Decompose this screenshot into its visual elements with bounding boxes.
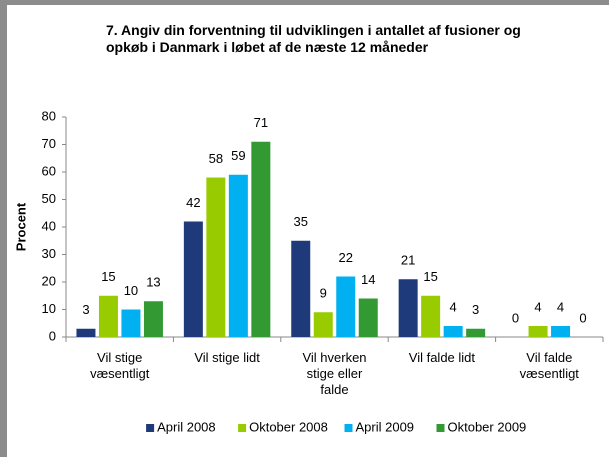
bar [291,240,311,337]
y-tick-label: 0 [49,328,56,343]
data-label: 15 [423,269,437,284]
data-label: 58 [209,151,223,166]
y-tick-label: 70 [42,136,56,151]
data-label: 59 [231,148,245,163]
data-label: 13 [146,275,160,290]
data-label: 21 [401,253,415,268]
y-tick-label: 40 [42,218,56,233]
legend-label: April 2008 [157,419,216,434]
data-label: 3 [472,302,479,317]
y-axis-label: Procent [13,202,28,251]
y-tick-label: 80 [42,108,56,123]
bar [143,301,163,337]
chart-title: 7. Angiv din forventning til udviklingen… [106,22,521,55]
legend-label: April 2009 [356,419,415,434]
legend-label: Oktober 2008 [249,419,328,434]
bar [336,276,356,337]
frame-left [0,0,7,457]
x-tick-label: Vil falde lidt [409,350,476,365]
data-label: 0 [579,310,586,325]
data-label: 10 [124,283,138,298]
x-tick-label: Vil hverken stige eller falde [302,350,366,397]
legend-swatch [146,424,155,432]
y-tick-label: 30 [42,246,56,261]
y-tick-label: 20 [42,273,56,288]
x-tick-label: Vil falde væsentligt [520,350,580,381]
data-label: 4 [534,299,541,314]
frame-top [0,0,609,5]
bar [183,221,203,337]
y-tick-label: 60 [42,163,56,178]
bar [206,177,226,337]
data-label: 14 [361,272,375,287]
bar [76,328,96,337]
bar [398,279,418,337]
bar [358,298,378,337]
bar [466,328,486,337]
bar [443,326,463,337]
data-label: 9 [320,286,327,301]
bar [421,295,441,337]
data-label: 4 [557,299,564,314]
data-label: 35 [294,214,308,229]
x-tick-label: Vil stige lidt [194,350,260,365]
y-tick-label: 10 [42,301,56,316]
data-label: 42 [186,195,200,210]
bar [551,326,571,337]
data-label: 3 [82,302,89,317]
legend-swatch [344,424,353,432]
bar [228,174,248,337]
bar [313,312,333,337]
data-label: 22 [339,250,353,265]
data-label: 0 [512,310,519,325]
legend-swatch [238,424,247,432]
y-tick-label: 50 [42,191,56,206]
bar [121,309,141,337]
legend-swatch [436,424,445,432]
data-label: 15 [101,269,115,284]
data-label: 4 [450,299,457,314]
data-label: 71 [254,115,268,130]
legend-label: Oktober 2009 [448,419,527,434]
bar [251,141,271,337]
bar [528,326,548,337]
bar [98,295,118,337]
x-tick-label: Vil stige væsentligt [90,350,150,381]
